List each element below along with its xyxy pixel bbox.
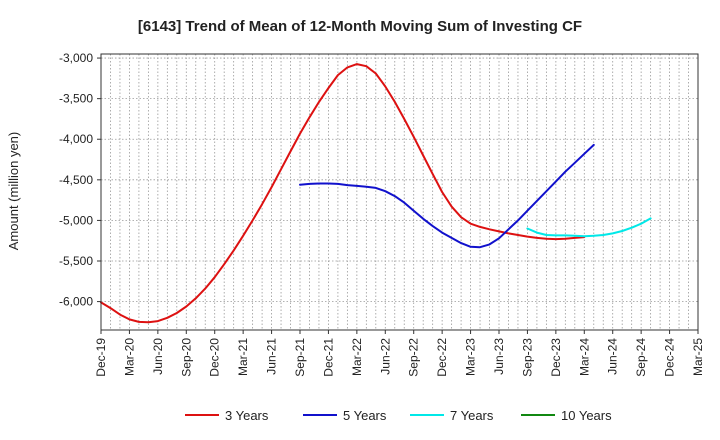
x-tick-label: Dec-22 xyxy=(435,338,449,377)
x-tick-label: Mar-21 xyxy=(236,338,250,376)
y-tick-label: -3,500 xyxy=(59,92,93,106)
legend-label-3-years: 3 Years xyxy=(225,408,269,423)
x-tick-label: Mar-23 xyxy=(464,338,478,376)
y-tick-label: -5,500 xyxy=(59,254,93,268)
x-tick-label: Dec-24 xyxy=(663,338,677,377)
x-tick-label: Sep-21 xyxy=(293,338,307,377)
legend-label-7-years: 7 Years xyxy=(450,408,494,423)
y-tick-label: -3,000 xyxy=(59,51,93,65)
x-tick-label: Mar-24 xyxy=(577,338,591,376)
x-tick-label: Sep-24 xyxy=(634,338,648,377)
x-tick-label: Sep-20 xyxy=(179,338,193,377)
y-tick-label: -4,000 xyxy=(59,132,93,146)
plot-frame xyxy=(100,53,699,331)
legend-label-10-years: 10 Years xyxy=(561,408,612,423)
x-tick-label: Jun-21 xyxy=(265,338,279,375)
grid xyxy=(100,54,699,330)
y-tick-labels: -3,000 -3,500 -4,000 -4,500 -5,000 -5,500 -6,0… xyxy=(59,51,101,309)
x-tick-labels: Dec-19 Mar-20 Jun-20 Sep-20 Dec-20 Mar-21 Jun-… xyxy=(94,330,705,377)
y-axis-label: Amount (million yen) xyxy=(6,132,21,251)
series-lines xyxy=(100,63,652,324)
x-tick-label: Sep-23 xyxy=(520,338,534,377)
y-tick-label: -5,000 xyxy=(59,213,93,227)
legend: 3 Years 5 Years 7 Years 10 Years xyxy=(185,408,612,423)
x-tick-label: Jun-20 xyxy=(151,338,165,375)
x-tick-label: Dec-23 xyxy=(549,338,563,377)
x-tick-label: Jun-23 xyxy=(492,338,506,375)
x-tick-label: Sep-22 xyxy=(407,338,421,377)
y-tick-label: -6,000 xyxy=(59,295,93,309)
x-tick-label: Mar-20 xyxy=(122,338,136,376)
y-tick-label: -4,500 xyxy=(59,173,93,187)
x-tick-label: Jun-24 xyxy=(606,338,620,375)
x-tick-label: Mar-22 xyxy=(350,338,364,376)
series-line-3-years xyxy=(100,63,586,324)
x-tick-label: Dec-21 xyxy=(321,338,335,377)
x-tick-label: Dec-20 xyxy=(208,338,222,377)
x-tick-label: Dec-19 xyxy=(94,338,108,377)
x-tick-label: Jun-22 xyxy=(378,338,392,375)
series-line-5-years xyxy=(299,143,595,249)
series-line-7-years xyxy=(526,217,652,238)
x-tick-label: Mar-25 xyxy=(691,338,705,376)
chart-title: [6143] Trend of Mean of 12-Month Moving … xyxy=(138,18,582,35)
legend-label-5-years: 5 Years xyxy=(343,408,387,423)
